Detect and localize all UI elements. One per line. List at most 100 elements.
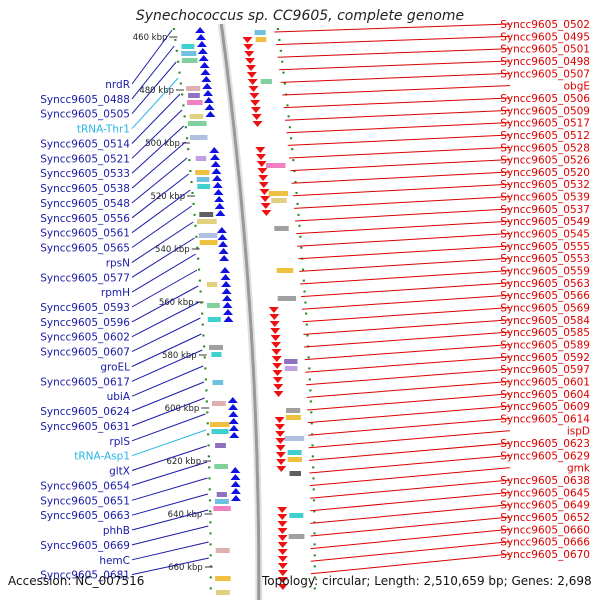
feature-block	[286, 408, 301, 413]
right-gene-label: Syncc9605_0604	[500, 389, 590, 401]
left-label-leader	[131, 349, 203, 382]
forward-gene-arrow	[230, 488, 241, 494]
feature-block	[215, 590, 230, 595]
tick-label: 460 kbp	[133, 33, 168, 43]
left-gene-label: Syncc9605_0565	[40, 243, 130, 255]
right-gene-label: Syncc9605_0585	[500, 327, 590, 339]
left-label-leader	[131, 397, 205, 427]
feature-block	[212, 380, 224, 385]
feature-block	[196, 177, 210, 182]
forward-gene-arrow	[222, 295, 233, 301]
feature-block	[199, 212, 214, 217]
reverse-gene-arrow	[258, 175, 269, 181]
reverse-gene-arrow	[260, 196, 271, 202]
left-gene-label: ubiA	[107, 391, 131, 403]
right-label-leader	[295, 208, 511, 222]
left-gene-label: Syncc9605_0488	[40, 94, 130, 106]
feature-block	[211, 352, 222, 357]
left-gene-label: gltX	[109, 466, 130, 478]
right-label-leader	[286, 122, 511, 134]
right-gene-label: Syncc9605_0539	[500, 192, 590, 204]
tick-label: 520 kbp	[150, 192, 185, 202]
right-gene-label: Syncc9605_0614	[500, 413, 590, 425]
right-label-leader	[296, 220, 511, 235]
feature-block	[213, 506, 231, 511]
feature-block	[187, 100, 203, 105]
forward-gene-arrow	[223, 316, 234, 322]
reverse-gene-arrow	[269, 314, 280, 320]
left-label-leader	[131, 125, 185, 174]
genome-backbone	[219, 23, 261, 600]
left-gene-label: nrdR	[105, 79, 130, 91]
feature-block	[274, 226, 289, 231]
left-label-leader	[131, 253, 197, 293]
right-label-leader	[309, 454, 511, 474]
forward-gene-arrow	[228, 418, 239, 424]
right-label-leader	[282, 85, 511, 96]
reverse-gene-arrow	[259, 189, 270, 195]
reverse-gene-arrow	[277, 577, 288, 583]
forward-gene-arrow	[196, 34, 207, 40]
right-gene-label: Syncc9605_0520	[500, 167, 590, 179]
left-label-leader	[131, 189, 191, 234]
feature-block	[198, 233, 218, 238]
feature-block	[189, 135, 208, 140]
reverse-gene-arrow	[275, 438, 286, 444]
right-gene-label: Syncc9605_0495	[500, 31, 590, 43]
right-label-leader	[304, 331, 511, 348]
tick-label: 580 kbp	[162, 351, 197, 361]
feature-block	[287, 457, 303, 462]
reverse-gene-arrow	[258, 182, 269, 188]
forward-gene-arrow	[197, 48, 208, 54]
reverse-gene-arrow	[272, 363, 283, 369]
left-label-leader	[131, 461, 208, 486]
forward-gene-arrow	[199, 62, 210, 68]
feature-block	[211, 429, 229, 434]
left-gene-label: Syncc9605_0505	[40, 109, 130, 121]
right-gene-label: Syncc9605_0563	[500, 278, 590, 290]
feature-block	[187, 121, 207, 126]
reverse-gene-arrow	[272, 370, 283, 376]
tick-label: 560 kbp	[159, 298, 194, 308]
reverse-gene-arrow	[261, 210, 272, 216]
reverse-gene-arrow	[277, 514, 288, 520]
reverse-gene-arrow	[277, 528, 288, 534]
right-label-leader	[285, 109, 511, 121]
left-label-leader	[131, 365, 204, 397]
forward-gene-arrow	[218, 248, 229, 254]
feature-block	[206, 282, 218, 287]
reverse-gene-arrow	[276, 459, 287, 465]
reverse-gene-arrow	[242, 37, 253, 43]
forward-gene-arrow	[203, 97, 214, 103]
feature-block	[287, 450, 302, 455]
forward-gene-arrow	[227, 397, 238, 403]
feature-block	[214, 464, 228, 469]
left-gene-label: Syncc9605_0593	[40, 302, 130, 314]
reverse-gene-arrow	[271, 356, 282, 362]
forward-gene-arrow	[217, 234, 228, 240]
reverse-gene-arrow	[275, 431, 286, 437]
left-label-leader	[131, 221, 194, 263]
forward-gene-arrow	[202, 83, 213, 89]
right-label-leader	[297, 233, 511, 247]
forward-gene-arrow	[228, 404, 239, 410]
right-label-leader	[308, 430, 511, 449]
tick-label: 500 kbp	[145, 139, 180, 149]
feature-block	[199, 240, 218, 245]
left-gene-label: Syncc9605_0577	[40, 272, 130, 284]
forward-gene-arrow	[222, 302, 233, 308]
right-gene-label: Syncc9605_0559	[500, 266, 590, 278]
right-label-leader	[291, 171, 511, 184]
reverse-gene-arrow	[275, 445, 286, 451]
right-gene-label: Syncc9605_0645	[500, 487, 590, 499]
left-gene-label: Syncc9605_0533	[40, 168, 130, 180]
right-gene-label: Syncc9605_0660	[500, 524, 590, 536]
reverse-gene-arrow	[277, 507, 288, 513]
right-label-leader	[292, 183, 511, 197]
left-gene-label: Syncc9605_0681	[40, 570, 130, 582]
left-label-leader	[131, 61, 177, 115]
left-gene-label: tRNA-Asp1	[74, 451, 130, 463]
reverse-gene-arrow	[243, 44, 254, 50]
right-label-leader	[298, 245, 511, 260]
